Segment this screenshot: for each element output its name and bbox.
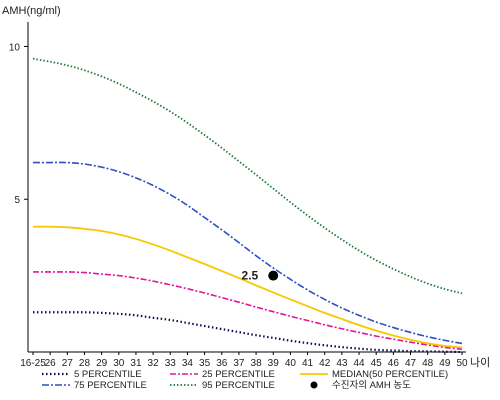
legend-item: 75 PERCENTILE xyxy=(42,380,147,391)
x-tick-label: 42 xyxy=(319,358,331,369)
series-line-median-50-percentile xyxy=(32,225,463,349)
x-tick-label: 26 xyxy=(45,358,57,369)
x-tick-label: 40 xyxy=(285,358,297,369)
legend-label: MEDIAN(50 PERCENTILE) xyxy=(332,369,448,380)
legend-label: 25 PERCENTILE xyxy=(202,369,275,380)
x-tick-label: 16-25 xyxy=(20,358,46,369)
x-tick-label: 43 xyxy=(336,358,348,369)
legend-label: 75 PERCENTILE xyxy=(74,380,147,391)
series-line-75-percentile xyxy=(32,161,463,345)
x-tick-label: 35 xyxy=(199,358,211,369)
x-tick-label: 47 xyxy=(405,358,417,369)
y-axis-title: AMH(ng/ml) xyxy=(2,5,61,17)
y-tick-label: 10 xyxy=(9,42,21,53)
legend-item: 수진자의 AMH 농도 xyxy=(310,380,411,391)
x-tick-label: 45 xyxy=(371,358,383,369)
axes xyxy=(27,22,466,353)
patient-amh-value-label: 2.5 xyxy=(242,269,259,283)
x-axis-title: 나이 xyxy=(470,356,490,369)
legend-item: 25 PERCENTILE xyxy=(170,369,275,380)
legend-label: 95 PERCENTILE xyxy=(202,380,275,391)
x-tick-label: 44 xyxy=(353,358,365,369)
legend-item: 5 PERCENTILE xyxy=(42,369,142,380)
series-layer xyxy=(32,57,463,354)
x-tick-label: 48 xyxy=(422,358,434,369)
y-ticks: 10 5 xyxy=(9,42,28,206)
highlight-layer: 2.5 xyxy=(242,269,279,283)
x-tick-label: 36 xyxy=(216,358,228,369)
x-tick-label: 34 xyxy=(182,358,194,369)
x-tick-label: 38 xyxy=(251,358,263,369)
x-tick-label: 41 xyxy=(302,358,314,369)
y-tick-label: 5 xyxy=(14,195,20,206)
x-tick-label: 32 xyxy=(148,358,160,369)
legend-label: 수진자의 AMH 농도 xyxy=(332,380,411,391)
x-tick-label: 27 xyxy=(62,358,74,369)
legend-label: 5 PERCENTILE xyxy=(74,369,142,380)
x-tick-label: 46 xyxy=(388,358,400,369)
legend-item: MEDIAN(50 PERCENTILE) xyxy=(300,369,448,380)
legend: 5 PERCENTILE 25 PERCENTILE MEDIAN(50 PERCE… xyxy=(42,369,448,391)
x-tick-label: 49 xyxy=(439,358,451,369)
x-tick-label: 33 xyxy=(165,358,177,369)
series-line-25-percentile xyxy=(33,271,463,351)
x-tick-label: 28 xyxy=(79,358,91,369)
legend-marker xyxy=(310,381,318,389)
x-tick-label: 50 xyxy=(456,358,468,369)
series-line-95-percentile xyxy=(32,57,463,295)
legend-item: 95 PERCENTILE xyxy=(170,380,275,391)
patient-amh-point xyxy=(268,270,279,281)
series-line-5-percentile xyxy=(33,311,463,354)
x-tick-label: 31 xyxy=(130,358,142,369)
x-tick-label: 29 xyxy=(96,358,108,369)
x-tick-label: 30 xyxy=(113,358,125,369)
x-tick-label: 37 xyxy=(233,358,245,369)
x-tick-label: 39 xyxy=(268,358,280,369)
